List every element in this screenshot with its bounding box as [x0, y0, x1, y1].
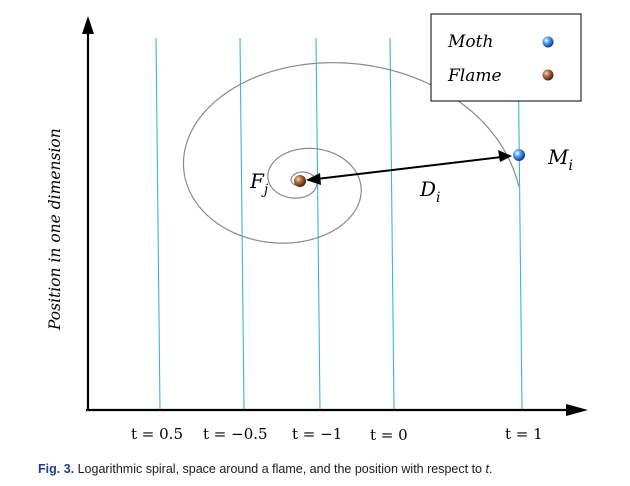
distance-label-sub: i: [436, 190, 440, 206]
legend-moth-icon: [542, 36, 554, 48]
moth-marker: [513, 149, 525, 161]
legend-label-moth: Moth: [447, 32, 493, 52]
flame-marker: [294, 175, 306, 187]
x-axis-arrow: [566, 404, 588, 416]
tick-labels: t = 0.5 t = −0.5 t = −1 t = 0 t = 1: [131, 425, 543, 444]
tick-label-t--0.5: t = −0.5: [203, 425, 268, 443]
t-line-0.5: [155, 37, 161, 411]
y-axis-arrow: [82, 16, 94, 34]
tick-label-t--1: t = −1: [292, 425, 342, 443]
moth-label-sub: i: [568, 158, 572, 174]
distance-arrow: [307, 155, 511, 181]
legend-flame-icon: [542, 69, 554, 81]
logarithmic-spiral: [182, 62, 520, 244]
tick-label-t-0.5: t = 0.5: [131, 425, 183, 443]
distance-arrow-head-flame: [306, 173, 321, 185]
distance-arrow-head-moth: [498, 150, 512, 162]
legend: Moth Flame: [430, 13, 582, 102]
caption-label: Fig. 3.: [38, 462, 75, 476]
flame-label-sub: j: [261, 182, 269, 198]
axes: [82, 16, 588, 416]
caption-text: Logarithmic spiral, space around a flame…: [77, 462, 486, 476]
tick-label-t-0: t = 0: [370, 426, 408, 444]
caption-var: t: [485, 462, 489, 476]
t-line--1: [315, 37, 321, 411]
y-axis-label: Position in one dimension: [46, 128, 64, 331]
t-line--0.5: [239, 37, 245, 411]
distance-label: Di: [419, 177, 441, 206]
legend-label-flame: Flame: [447, 66, 502, 86]
flame-label: Fj: [249, 169, 269, 198]
caption-end: .: [488, 462, 493, 476]
t-line-0: [389, 37, 395, 411]
moth-label: Mi: [547, 145, 573, 174]
legend-box: [430, 13, 582, 102]
tick-label-t-1: t = 1: [505, 425, 543, 443]
figure-caption: Fig. 3. Logarithmic spiral, space around…: [38, 462, 628, 476]
